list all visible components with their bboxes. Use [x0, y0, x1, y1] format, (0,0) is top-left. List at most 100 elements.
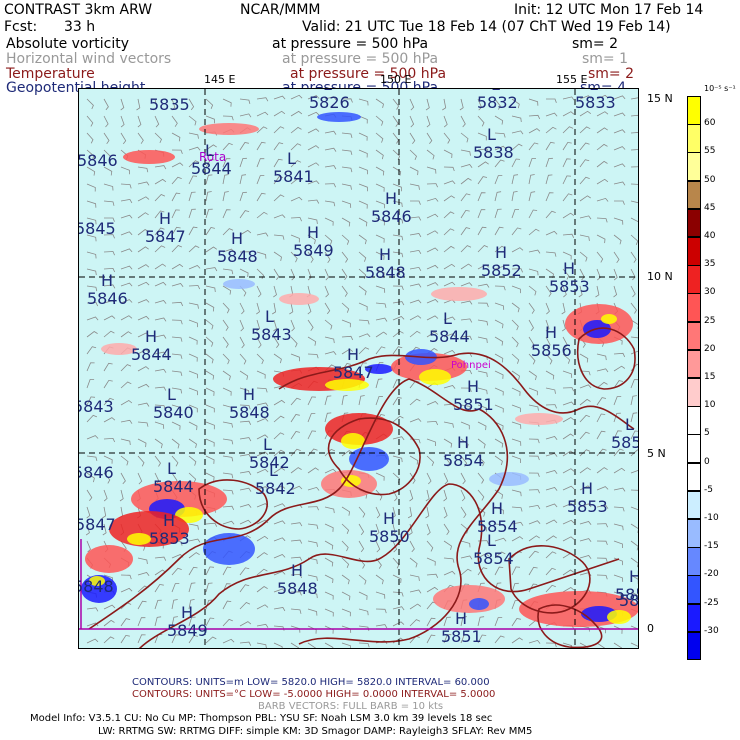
wind-barb: [562, 536, 575, 542]
wind-barb: [511, 336, 519, 348]
wind-barb: [358, 302, 368, 311]
colorbar-unit: 10⁻⁵ s⁻¹: [704, 84, 736, 93]
wind-barb: [494, 265, 507, 270]
wind-barb: [120, 400, 133, 406]
wind-barb: [205, 336, 214, 347]
wind-barb: [494, 438, 504, 448]
geopotential-height-label: 5853: [549, 277, 590, 296]
wind-barb: [103, 379, 113, 389]
wind-barb: [562, 450, 575, 457]
wind-barb: [222, 268, 234, 275]
wind-barb: [426, 264, 439, 270]
wind-barb: [137, 229, 149, 236]
wind-barb: [307, 396, 316, 406]
wind-barb: [358, 285, 367, 296]
wind-barb: [528, 302, 535, 314]
wind-barb: [477, 616, 485, 627]
geopotential-height-label: 5844: [153, 477, 194, 496]
wind-barb: [562, 251, 572, 260]
wind-barb: [630, 506, 638, 511]
wind-barb: [307, 448, 318, 457]
wind-barb: [460, 634, 469, 644]
wind-barb: [596, 540, 608, 546]
wind-barb: [222, 248, 235, 253]
geopotential-height-label: 5846: [78, 151, 118, 170]
wind-barb: [222, 98, 232, 107]
vorticity-shading-layer: [81, 112, 638, 627]
wind-barb: [460, 227, 471, 236]
wind-barb: [341, 183, 352, 190]
wind-barb: [562, 126, 574, 134]
wind-barb: [86, 115, 94, 127]
wind-barb: [154, 599, 162, 610]
wind-barb: [205, 472, 215, 481]
wind-barb: [375, 489, 383, 501]
wind-barb: [358, 591, 368, 600]
wind-barb: [188, 302, 199, 309]
wind-barb: [137, 349, 150, 355]
wind-barb: [273, 194, 285, 202]
wind-barb: [511, 319, 519, 331]
lat-label-0: 0: [647, 622, 654, 635]
wind-barb: [205, 636, 217, 644]
vorticity-patch: [317, 112, 361, 122]
wind-barb: [239, 454, 252, 459]
geopotential-height-label: 5846: [87, 289, 128, 308]
wind-barb: [188, 538, 201, 543]
wind-barb: [120, 248, 133, 253]
init-time: Init: 12 UTC Mon 17 Feb 14: [514, 2, 704, 18]
wind-barb: [171, 319, 183, 325]
colorbar-swatch: [687, 180, 701, 210]
wind-barb: [205, 144, 217, 151]
wind-barb: [392, 415, 404, 423]
wind-barb: [290, 126, 302, 134]
wind-barb: [290, 160, 302, 168]
wind-barb: [391, 523, 396, 536]
wind-barb: [222, 566, 232, 576]
wind-barb: [256, 111, 269, 117]
wind-barb: [426, 247, 439, 253]
wind-barb: [392, 149, 401, 160]
wind-barb: [256, 268, 264, 280]
wind-barb: [256, 211, 268, 219]
wind-barb: [630, 523, 638, 533]
wind-barb: [375, 608, 387, 614]
wind-barb: [239, 437, 252, 442]
geopotential-height-label: 5856: [531, 341, 572, 360]
wind-barb: [120, 265, 133, 270]
wind-barb: [579, 485, 592, 491]
high-centre-marker: H: [385, 189, 398, 208]
wind-barb: [511, 209, 520, 219]
wind-barb: [120, 132, 127, 145]
wind-barb: [528, 520, 541, 525]
wind-barb: [290, 177, 302, 185]
wind-barb: [103, 200, 115, 206]
wind-barb: [562, 212, 575, 219]
wind-barb: [392, 557, 400, 569]
wind-barb: [562, 485, 575, 491]
wind-barb: [375, 200, 385, 209]
wind-barb: [613, 163, 626, 168]
wind-barb: [103, 166, 113, 176]
wind-barb: [136, 98, 141, 111]
vorticity-patch: [341, 433, 365, 449]
wind-barb: [426, 586, 439, 593]
wind-barb: [545, 487, 558, 491]
wind-barb: [154, 165, 167, 170]
wind-barb: [290, 539, 303, 544]
geopotential-height-label: 5847: [333, 363, 374, 382]
wind-barb: [120, 455, 129, 466]
high-centre-marker: H: [243, 385, 256, 404]
wind-barb: [494, 245, 506, 253]
wind-barb: [426, 299, 439, 304]
wind-barb: [188, 208, 196, 219]
wind-barb: [511, 247, 524, 253]
wind-barb: [222, 319, 229, 331]
wind-barb: [511, 455, 521, 464]
wind-barb: [613, 251, 620, 264]
wind-barb: [171, 132, 181, 142]
colorbar-swatch: [687, 519, 701, 548]
high-centre-marker: H: [457, 433, 470, 452]
wind-barb: [477, 132, 487, 141]
wind-barb: [307, 540, 318, 547]
